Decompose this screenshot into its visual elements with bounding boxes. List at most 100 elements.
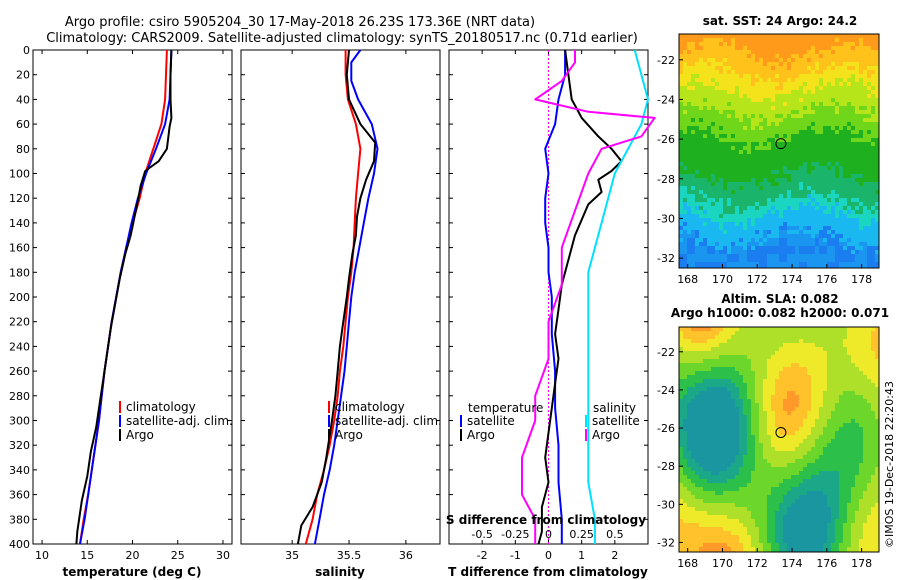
map-cell [875, 359, 879, 364]
map-cell [715, 258, 720, 263]
map-cell [715, 447, 720, 452]
map-cell [711, 166, 716, 171]
map-cell [787, 351, 792, 356]
map-cell [807, 387, 812, 392]
map-cell [763, 102, 768, 107]
map-cell [687, 166, 692, 171]
map-cell [827, 415, 832, 420]
map-cell [867, 134, 872, 139]
map-cell [867, 146, 872, 151]
map-cell [859, 82, 864, 87]
map-cell [751, 371, 756, 376]
map-cell [739, 34, 744, 39]
map-cell [771, 411, 776, 416]
map-cell [703, 190, 708, 195]
map-cell [855, 166, 860, 171]
map-cell [731, 182, 736, 187]
map-cell [703, 395, 708, 400]
map-cell [735, 38, 740, 43]
map-cell [739, 134, 744, 139]
map-cell [875, 439, 879, 444]
map-cell [811, 70, 816, 75]
map-cell [763, 154, 768, 159]
map-cell [839, 427, 844, 432]
map-cell [775, 66, 780, 71]
map-cell [747, 242, 752, 247]
map-cell [767, 110, 772, 115]
map-cell [835, 114, 840, 119]
map-cell [835, 126, 840, 131]
map-cell [759, 411, 764, 416]
map-cell [751, 122, 756, 127]
map-cell [739, 435, 744, 440]
map-cell [767, 94, 772, 99]
map-cell [679, 146, 684, 151]
map-cell [755, 431, 760, 436]
map-cell [807, 102, 812, 107]
map-cell [719, 459, 724, 464]
map-cell [855, 154, 860, 159]
map-cell [775, 423, 780, 428]
map-cell [847, 383, 852, 388]
map-cell [787, 222, 792, 227]
map-cell [855, 351, 860, 356]
map-cell [803, 459, 808, 464]
map-cell [839, 359, 844, 364]
map-cell [863, 411, 868, 416]
map-cell [771, 94, 776, 99]
map-cell [795, 142, 800, 147]
map-cell [827, 355, 832, 360]
map-cell [727, 190, 732, 195]
map-cell [691, 375, 696, 380]
map-cell [679, 266, 684, 268]
map-cell [699, 66, 704, 71]
map-cell [867, 98, 872, 103]
map-cell [687, 234, 692, 239]
map-cell [739, 98, 744, 103]
map-cell [695, 447, 700, 452]
map-cell [691, 142, 696, 147]
map-cell [787, 74, 792, 79]
map-cell [719, 447, 724, 452]
map-cell [699, 194, 704, 199]
map-cell [743, 234, 748, 239]
map-cell [783, 439, 788, 444]
map-cell [731, 82, 736, 87]
map-cell [787, 254, 792, 259]
map-cell [707, 238, 712, 243]
map-cell [699, 399, 704, 404]
map-cell [759, 34, 764, 39]
map-cell [875, 130, 879, 135]
map-cell [823, 439, 828, 444]
map-cell [795, 347, 800, 352]
map-cell [747, 347, 752, 352]
map-cell [863, 82, 868, 87]
map-cell [715, 202, 720, 207]
map-cell [695, 130, 700, 135]
map-cell [759, 166, 764, 171]
map-cell [851, 206, 856, 211]
map-cell [695, 415, 700, 420]
map-cell [863, 106, 868, 111]
map-cell [691, 174, 696, 179]
map-cell [855, 383, 860, 388]
y-tick-label: 300 [9, 415, 30, 428]
map-cell [723, 254, 728, 259]
map-cell [867, 178, 872, 183]
map-cell [707, 467, 712, 472]
map-cell [863, 407, 868, 412]
map-cell [751, 379, 756, 384]
map-cell [703, 407, 708, 412]
map-cell [815, 218, 820, 223]
map-cell [803, 142, 808, 147]
temperature-x-label: temperature (deg C) [63, 565, 202, 579]
map-cell [771, 62, 776, 67]
map-cell [787, 343, 792, 348]
map-cell [723, 419, 728, 424]
map-cell [723, 407, 728, 412]
map-cell [771, 78, 776, 83]
map-cell [851, 142, 856, 147]
map-cell [715, 138, 720, 143]
map-cell [811, 190, 816, 195]
map-cell [823, 359, 828, 364]
